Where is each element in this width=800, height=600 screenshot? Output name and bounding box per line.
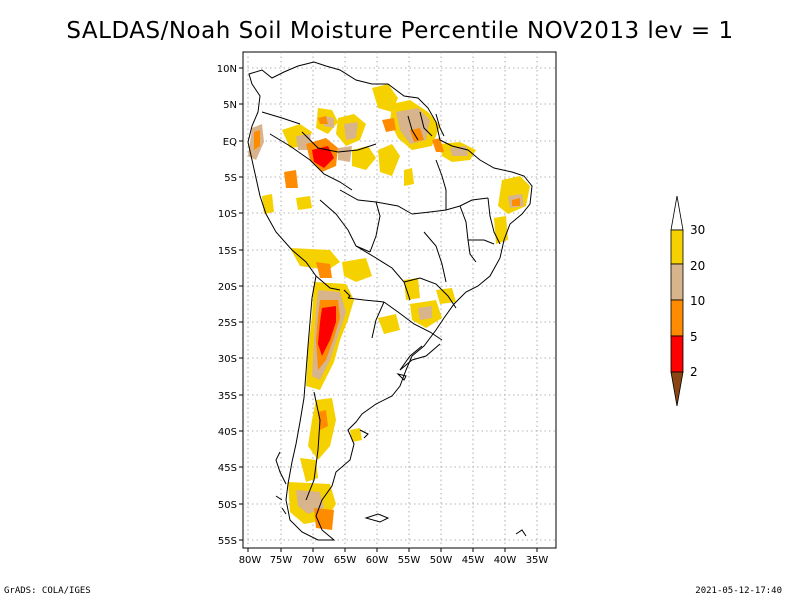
footer-timestamp: 2021-05-12-17:40 (695, 586, 782, 596)
lat-tick-label: 50S (218, 500, 237, 511)
colorbar-labels: 30 20 10 5 2 (690, 223, 705, 379)
lon-tick-label: 50W (430, 555, 453, 566)
colorbar-label: 20 (690, 259, 705, 273)
colorbar-swatch-10-20 (670, 263, 684, 301)
lon-tick-label: 40W (494, 555, 517, 566)
colorbar-label: 2 (690, 365, 698, 379)
lat-tick-label: 5N (223, 100, 237, 111)
colorbar-top-triangle (670, 195, 684, 231)
lon-tick-label: 65W (334, 555, 357, 566)
lon-tick-label: 35W (526, 555, 549, 566)
lon-tick-label: 45W (462, 555, 485, 566)
lat-tick-label: 20S (218, 282, 237, 293)
lat-tick-label: 45S (218, 463, 237, 474)
coastlines-and-borders (247, 61, 533, 541)
lat-tick-label: 10N (217, 64, 237, 75)
colorbar-swatch-5-10 (670, 299, 684, 337)
lon-tick-labels: 80W 75W 70W 65W 60W 55W 50W 45W 40W 35W (239, 555, 549, 566)
colorbar-bottom-triangle (670, 371, 684, 407)
lat-tick-label: 35S (218, 391, 237, 402)
lat-tick-label: 40S (218, 427, 237, 438)
percentile-shading (248, 84, 530, 530)
lat-tick-label: 10S (218, 209, 237, 220)
colorbar-label: 10 (690, 294, 705, 308)
colorbar-label: 5 (690, 330, 698, 344)
lon-tick-label: 60W (366, 555, 389, 566)
lon-tick-label: 75W (270, 555, 293, 566)
lat-tick-label: 5S (224, 173, 237, 184)
colorbar-label: 30 (690, 223, 705, 237)
colorbar-swatch-2-5 (670, 335, 684, 373)
lat-tick-label: 55S (218, 536, 237, 547)
lon-tick-label: 80W (239, 555, 262, 566)
axis-ticks (239, 67, 538, 552)
footer-credit: GrADS: COLA/IGES (4, 586, 91, 596)
colorbar (670, 195, 684, 407)
colorbar-swatch-20-30 (670, 229, 684, 265)
lat-tick-label: 25S (218, 318, 237, 329)
lat-tick-labels: 10N 5N EQ 5S 10S 15S 20S 25S 30S 35S 40S… (217, 64, 237, 547)
lon-tick-label: 70W (302, 555, 325, 566)
lat-tick-label: 15S (218, 246, 237, 257)
lon-tick-label: 55W (398, 555, 421, 566)
lat-tick-label: 30S (218, 354, 237, 365)
lat-tick-label: EQ (223, 137, 237, 148)
map-title: SALDAS/Noah Soil Moisture Percentile NOV… (66, 18, 734, 44)
